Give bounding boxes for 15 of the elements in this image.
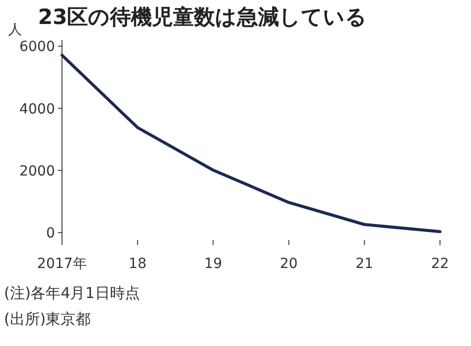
y-axis-title: 人 bbox=[8, 22, 22, 38]
y-tick-label: 2000 bbox=[19, 163, 55, 180]
x-tick-label: 20 bbox=[280, 256, 298, 272]
y-tick-label: 6000 bbox=[19, 39, 55, 56]
text: (出所)東京都 bbox=[4, 310, 91, 328]
x-tick-label: 21 bbox=[355, 256, 374, 272]
text: (注)各年4月1日時点 bbox=[4, 284, 140, 302]
y-tick-label: 0 bbox=[46, 226, 55, 242]
chart-title: 23区の待機児童数は急減している bbox=[38, 5, 368, 29]
x-tick-label: 22 bbox=[431, 256, 449, 272]
x-tick-label: 2017年 bbox=[37, 256, 87, 272]
x-tick-label: 18 bbox=[128, 256, 147, 272]
x-tick-label: 19 bbox=[204, 256, 222, 272]
y-tick-label: 4000 bbox=[19, 101, 55, 118]
line-series bbox=[60, 54, 442, 234]
